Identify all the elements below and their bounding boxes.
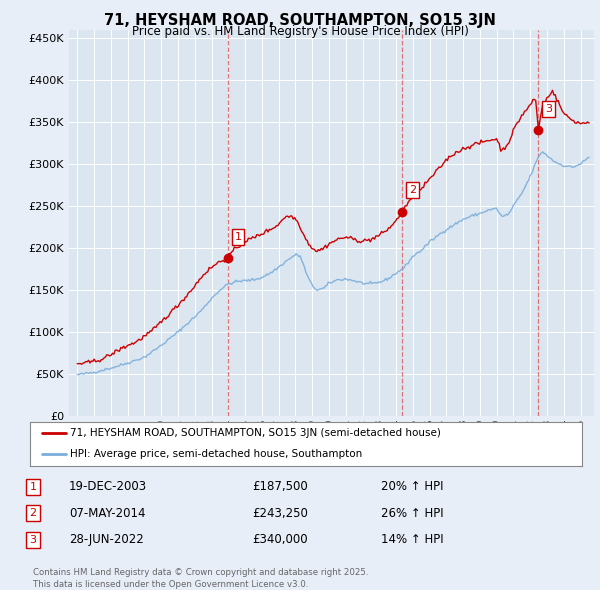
Text: £243,250: £243,250 — [252, 507, 308, 520]
Text: 3: 3 — [545, 104, 552, 114]
Text: 1: 1 — [29, 482, 37, 491]
Text: 26% ↑ HPI: 26% ↑ HPI — [381, 507, 443, 520]
Text: Price paid vs. HM Land Registry's House Price Index (HPI): Price paid vs. HM Land Registry's House … — [131, 25, 469, 38]
Text: 28-JUN-2022: 28-JUN-2022 — [69, 533, 144, 546]
Text: HPI: Average price, semi-detached house, Southampton: HPI: Average price, semi-detached house,… — [70, 449, 362, 458]
Text: 2: 2 — [29, 509, 37, 518]
Text: 14% ↑ HPI: 14% ↑ HPI — [381, 533, 443, 546]
Text: 20% ↑ HPI: 20% ↑ HPI — [381, 480, 443, 493]
Text: Contains HM Land Registry data © Crown copyright and database right 2025.
This d: Contains HM Land Registry data © Crown c… — [33, 568, 368, 589]
Text: 2: 2 — [409, 185, 416, 195]
Text: £340,000: £340,000 — [252, 533, 308, 546]
Text: 3: 3 — [29, 535, 37, 545]
Text: 1: 1 — [235, 232, 242, 242]
Text: 71, HEYSHAM ROAD, SOUTHAMPTON, SO15 3JN: 71, HEYSHAM ROAD, SOUTHAMPTON, SO15 3JN — [104, 13, 496, 28]
Text: 71, HEYSHAM ROAD, SOUTHAMPTON, SO15 3JN (semi-detached house): 71, HEYSHAM ROAD, SOUTHAMPTON, SO15 3JN … — [70, 428, 441, 438]
Text: 19-DEC-2003: 19-DEC-2003 — [69, 480, 147, 493]
Text: 07-MAY-2014: 07-MAY-2014 — [69, 507, 146, 520]
Text: £187,500: £187,500 — [252, 480, 308, 493]
